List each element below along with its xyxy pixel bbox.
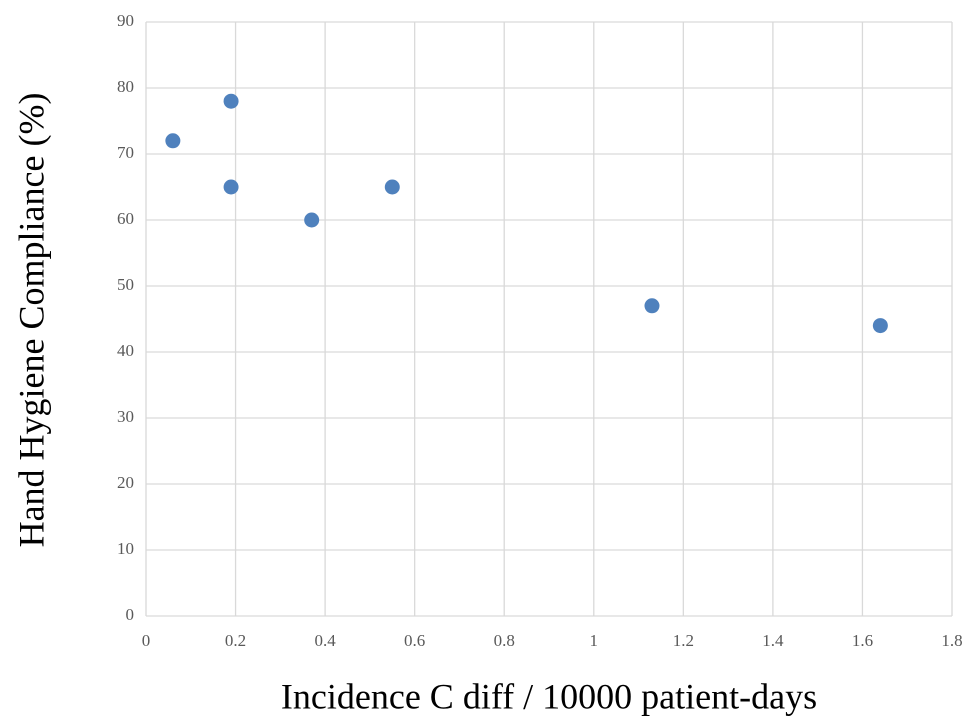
y-tick-label: 20: [117, 473, 134, 492]
x-axis-title: Incidence C diff / 10000 patient-days: [281, 676, 817, 716]
y-tick-label: 50: [117, 275, 134, 294]
point: [304, 212, 320, 228]
x-tick-label: 0.6: [404, 631, 425, 650]
x-tick-label: 0.4: [314, 631, 336, 650]
y-tick-label: 80: [117, 77, 134, 96]
x-tick-label: 1.2: [673, 631, 694, 650]
point: [644, 298, 660, 314]
x-tick-label: 1.4: [762, 631, 784, 650]
x-tick-label: 1.8: [941, 631, 962, 650]
y-tick-label: 70: [117, 143, 134, 162]
point: [384, 179, 400, 195]
y-tick-label: 0: [126, 605, 135, 624]
x-tick-label: 1.6: [852, 631, 873, 650]
point: [872, 318, 888, 334]
x-tick-label: 0.8: [494, 631, 515, 650]
y-tick-label: 40: [117, 341, 134, 360]
y-tick-label: 10: [117, 539, 134, 558]
y-tick-label: 30: [117, 407, 134, 426]
y-axis-title: Hand Hygiene Compliance (%): [11, 93, 51, 548]
x-tick-label: 1: [590, 631, 599, 650]
point: [223, 179, 239, 195]
x-tick-label: 0: [142, 631, 151, 650]
x-tick-label: 0.2: [225, 631, 246, 650]
point: [223, 93, 239, 109]
point: [165, 133, 181, 149]
y-tick-label: 90: [117, 11, 134, 30]
y-tick-label: 60: [117, 209, 134, 228]
